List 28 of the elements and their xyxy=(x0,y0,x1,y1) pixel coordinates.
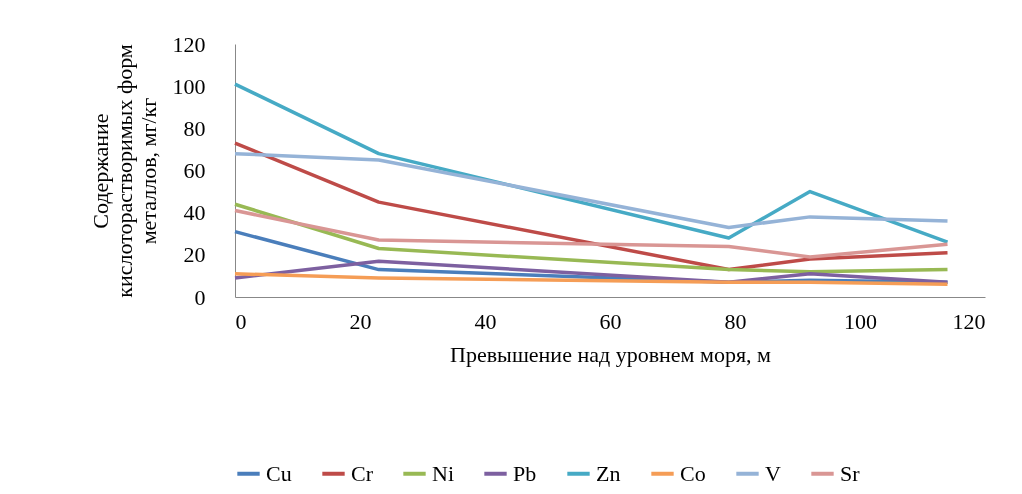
y-tick-label: 60 xyxy=(183,158,206,183)
x-tick-label: 80 xyxy=(724,308,747,334)
legend-label: Sr xyxy=(840,460,861,486)
legend-label: Pb xyxy=(513,460,537,486)
y-tick-label: 0 xyxy=(194,284,206,310)
x-tick-label: 120 xyxy=(952,308,986,334)
y-tick-label: 20 xyxy=(183,242,206,268)
legend-label: Cr xyxy=(351,460,374,486)
line-series xyxy=(233,151,950,230)
legend-label: Cu xyxy=(266,460,292,486)
y-tick-label: 80 xyxy=(183,115,206,141)
legend-label: V xyxy=(765,460,781,486)
x-tick-label: 0 xyxy=(235,308,247,334)
legend-label: Co xyxy=(680,460,706,486)
x-tick-label: 40 xyxy=(474,308,497,334)
x-tick-label: 60 xyxy=(599,308,622,334)
line-series xyxy=(233,272,950,287)
line-series xyxy=(233,202,950,274)
line-series xyxy=(233,208,950,259)
y-tick-label: 120 xyxy=(172,31,206,57)
x-tick-label: 20 xyxy=(349,308,372,334)
x-axis-title: Превышение над уровнем моря, м xyxy=(450,341,772,367)
y-tick-label: 40 xyxy=(183,200,206,226)
y-tick-label: 100 xyxy=(172,73,206,99)
y-axis-title: Содержание кислоторастворимых форм металлов, мг/кг xyxy=(87,44,161,298)
legend-label: Zn xyxy=(596,460,621,486)
legend-label: Ni xyxy=(432,460,454,486)
x-tick-label: 100 xyxy=(844,308,877,334)
